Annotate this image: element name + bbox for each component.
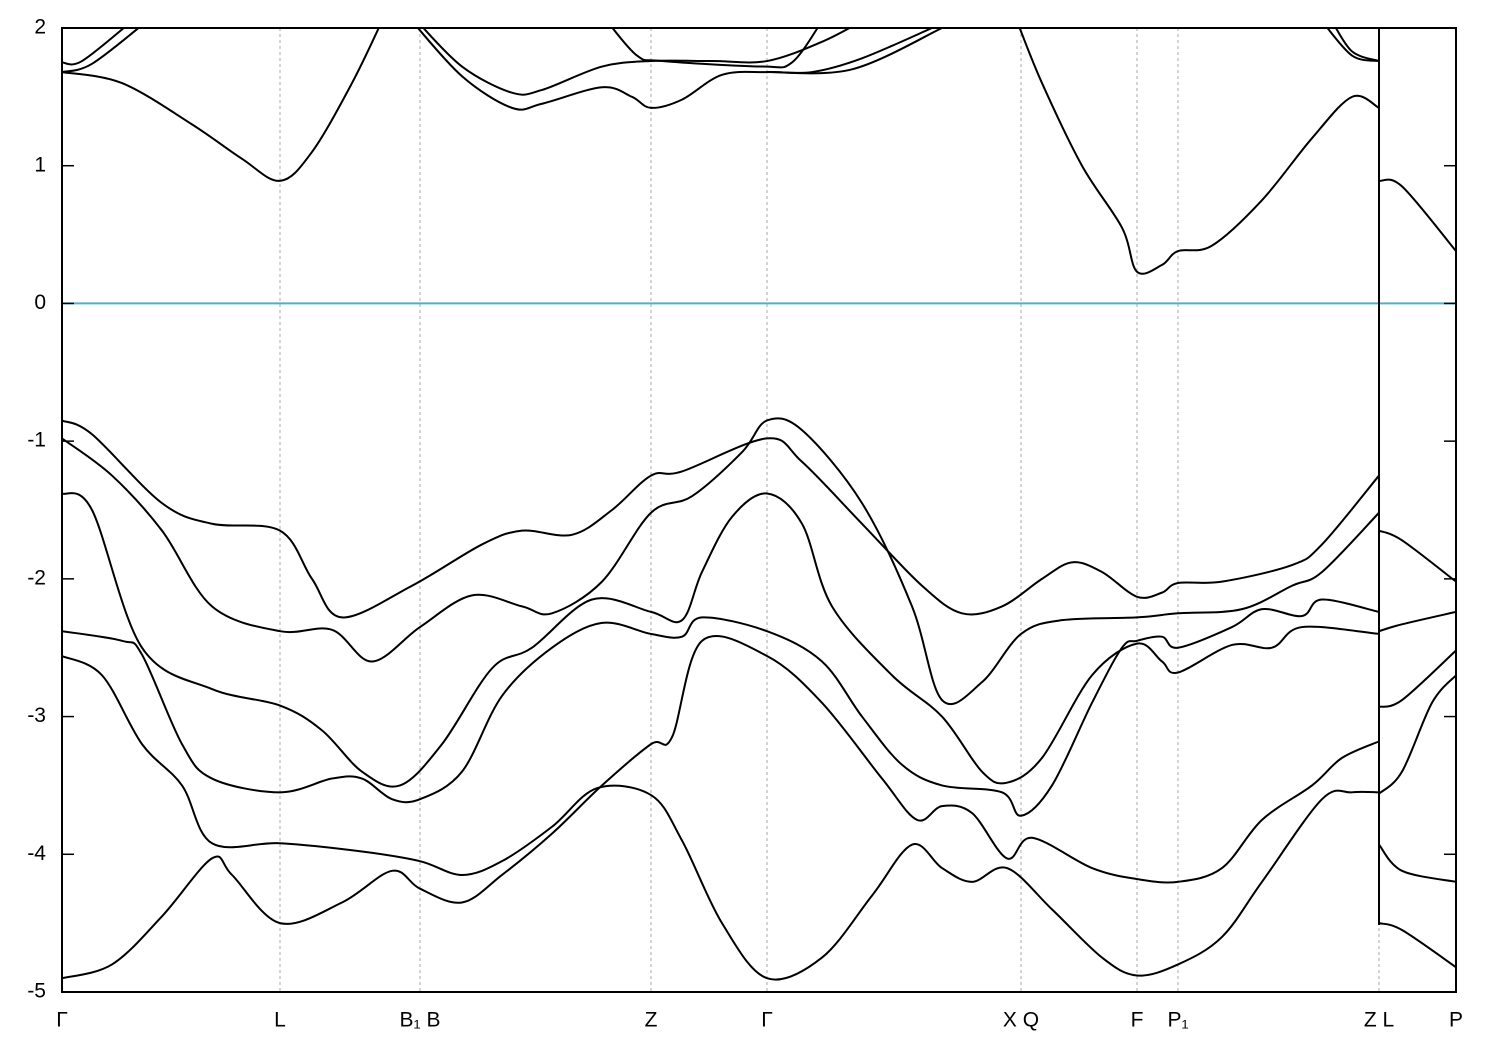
band-line [1378,649,1456,708]
band-line [62,655,1380,981]
x-tick-label: P₁ [1167,1009,1188,1032]
x-tick-label: F [1131,1009,1144,1032]
band-line [1378,843,1456,883]
x-tick-label: Γ [56,1009,68,1032]
band-line [1378,529,1456,583]
y-tick-label: -2 [27,566,46,589]
x-tick-label: X Q [1003,1009,1039,1032]
plot-frame [61,27,1457,993]
band-line [62,28,141,74]
band-line [611,28,819,69]
band-line [62,417,1380,706]
x-tick-label: B₁ B [400,1009,441,1032]
x-tick-label: L [274,1009,286,1032]
band-line [1378,922,1456,969]
labels: -5 -4 -3 -2 -1 0 1 2 Γ L B₁ B Z Γ X Q F P₁ Z L P [27,16,1463,1032]
band-line [62,419,1380,619]
y-tick-label: -5 [27,980,46,1003]
band-line [422,28,852,96]
y-tick-label: 0 [34,291,46,314]
y-tick-label: -4 [27,842,46,865]
band-line [1326,28,1380,63]
band-line [62,635,1380,980]
band-line [766,28,943,75]
x-tick-label: Z L [1364,1009,1394,1032]
band-line [62,28,380,182]
x-tick-label: Γ [761,1009,773,1032]
band-line [416,28,933,111]
y-tick-label: -1 [27,429,46,452]
band-line [1378,674,1456,795]
band-line [62,492,1380,788]
band-line [1378,178,1456,252]
band-line [1018,28,1380,275]
y-tick-label: -3 [27,704,46,727]
y-tick-label: 1 [34,153,46,176]
grid [61,28,1457,992]
band-line [62,28,126,66]
band-line [62,598,1380,817]
x-tick-label: P [1449,1009,1463,1032]
band-line [1378,610,1456,633]
bands [62,28,1456,981]
x-tick-label: Z [645,1009,658,1032]
y-tick-label: 2 [34,16,46,39]
